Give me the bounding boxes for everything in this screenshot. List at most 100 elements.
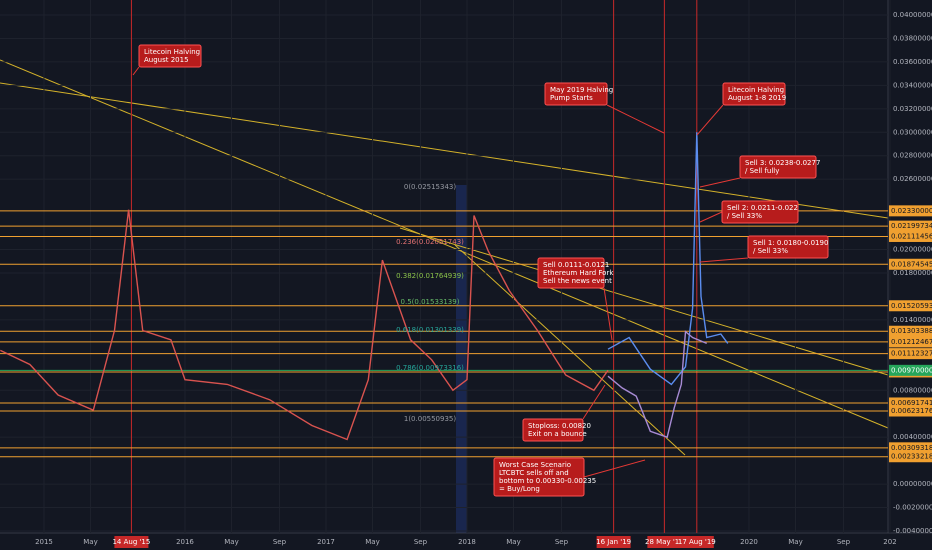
annotation-text: Sell 3: 0.0238-0.0277 — [745, 159, 820, 167]
annotation-pointer — [583, 459, 646, 478]
x-event-label-bg — [647, 536, 682, 548]
current-price-tag — [889, 364, 932, 376]
x-tick-label: May — [506, 538, 520, 546]
annotation-box — [537, 257, 605, 289]
annotation-box — [522, 418, 584, 442]
y-tick-label: 0.03400000 — [893, 81, 932, 89]
price-level-tag — [889, 300, 932, 312]
x-tick-label: Sep — [555, 538, 569, 546]
price-line — [0, 209, 609, 441]
price-level-label: 0.01303388 — [891, 327, 932, 335]
y-tick-label: 0.00400000 — [893, 433, 932, 441]
x-tick-label: May — [365, 538, 379, 546]
y-tick-label: 0.03800000 — [893, 34, 932, 42]
annotation-box — [747, 235, 829, 259]
annotation-text: Worst Case Scenario — [499, 461, 571, 469]
price-level-label: 0.02199734 — [891, 222, 932, 230]
annotation-text: / Sell 33% — [727, 212, 762, 220]
annotation-pointer — [603, 287, 613, 341]
price-level-tag — [889, 451, 932, 463]
x-tick-label: 2018 — [458, 538, 476, 546]
annotation-text: / Sell 33% — [753, 247, 788, 255]
annotation-pointer — [699, 177, 741, 188]
annotation-pointer — [582, 384, 606, 420]
x-tick-label: 28 May '19 — [645, 538, 684, 546]
price-level-tag — [889, 325, 932, 337]
x-tick-label: May — [224, 538, 238, 546]
annotation-pointer — [699, 211, 723, 223]
y-tick-label: -0.00200000 — [893, 504, 932, 512]
annotation-pointer — [132, 66, 140, 76]
price-line — [607, 330, 707, 439]
annotation-text: May 2019 Halving — [550, 86, 613, 94]
trend-lines — [0, 59, 889, 456]
trend-line — [399, 227, 889, 376]
price-level-label: 0.00309318 — [891, 444, 932, 452]
annotation-text: / Sell fully — [745, 167, 779, 175]
annotation-box — [721, 200, 799, 224]
annotation-box — [722, 82, 786, 106]
price-level-label: 0.00623176 — [891, 407, 932, 415]
annotation-box — [493, 457, 585, 497]
y-tick-label: 0.03200000 — [893, 105, 932, 113]
x-tick-label: Sep — [837, 538, 851, 546]
price-level-label: 0.01520593 — [891, 302, 932, 310]
annotation-text: Pump Starts — [550, 94, 593, 102]
annotation-box — [739, 155, 817, 179]
annotation-text: Litecoin Halving — [144, 48, 200, 56]
price-level-tag — [889, 405, 932, 417]
annotation-text: Litecoin Halving — [728, 86, 784, 94]
trend-line — [0, 59, 889, 429]
fib-label: 0.382(0.01764939) — [396, 272, 464, 280]
y-tick-label: 0.00000000 — [893, 480, 932, 488]
annotation-text: August 1-8 2019 — [728, 94, 786, 102]
y-tick-label: 0.04000000 — [893, 11, 932, 19]
annotation-text: Sell 1: 0.0180-0.0190 — [753, 239, 828, 247]
price-level-tag — [889, 397, 932, 409]
x-tick-label: 16 Jan '19 — [596, 538, 631, 546]
y-tick-label: 0.01800000 — [893, 269, 932, 277]
annotation-text: Exit on a bounce — [528, 430, 587, 438]
fib-label: 0.786(0.00973316) — [396, 364, 464, 372]
x-tick-label: 202 — [883, 538, 896, 546]
price-level-tag — [889, 220, 932, 232]
annotation-pointer — [696, 104, 724, 136]
price-level-label: 0.00691741 — [891, 399, 932, 407]
annotation-text: Sell 2: 0.0211-0.022 — [727, 204, 798, 212]
price-level-label: 0.01874545 — [891, 260, 932, 268]
fib-label: 0.5(0.01533139) — [401, 298, 460, 306]
fib-label: 0.618(0.01301339) — [396, 326, 464, 334]
price-level-tag — [889, 336, 932, 348]
trend-line — [0, 82, 889, 219]
price-level-tag — [889, 442, 932, 454]
y-tick-label: 0.02800000 — [893, 152, 932, 160]
y-tick-label: 0.00800000 — [893, 386, 932, 394]
annotation-text: Sell the news event — [543, 277, 612, 285]
y-tick-label: 0.02000000 — [893, 246, 932, 254]
trend-line — [454, 244, 686, 456]
x-event-label-bg — [596, 536, 631, 548]
x-tick-label: 17 Aug '19 — [678, 538, 716, 546]
x-tick-label: May — [83, 538, 97, 546]
price-level-label: 0.01212467 — [891, 338, 932, 346]
highlight-column — [456, 185, 467, 533]
current-price-label: 0.00970000 — [891, 366, 932, 374]
annotation-box — [138, 44, 202, 68]
y-tick-label: 0.03000000 — [893, 128, 932, 136]
price-level-label: 0.00233218 — [891, 453, 932, 461]
price-level-tag — [889, 230, 932, 242]
y-tick-label: 0.02600000 — [893, 175, 932, 183]
y-tick-label: 0.01400000 — [893, 316, 932, 324]
price-level-tag — [889, 258, 932, 270]
fib-label: 0(0.02515343) — [404, 183, 456, 191]
price-level-tag — [889, 348, 932, 360]
fib-label: 1(0.00550935) — [404, 415, 456, 423]
x-tick-label: Sep — [273, 538, 287, 546]
x-tick-label: 14 Aug '15 — [112, 538, 150, 546]
price-level-label: 0.01112327 — [891, 350, 932, 358]
price-line — [607, 132, 729, 386]
x-tick-label: 2020 — [740, 538, 758, 546]
price-level-tag — [889, 205, 932, 217]
